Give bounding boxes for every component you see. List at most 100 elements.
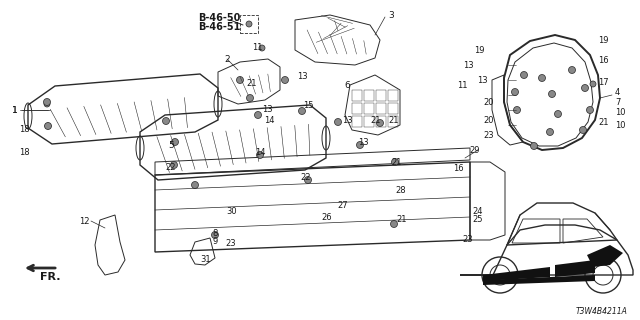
Text: 21: 21 [246, 78, 257, 87]
Text: 29: 29 [470, 146, 480, 155]
Circle shape [392, 158, 399, 165]
Text: 18: 18 [19, 148, 30, 156]
Circle shape [586, 107, 593, 114]
Circle shape [246, 94, 253, 101]
Text: 22: 22 [300, 172, 310, 181]
Circle shape [257, 151, 264, 158]
Bar [388, 116, 398, 127]
Bar [352, 103, 362, 114]
Circle shape [163, 117, 170, 124]
Text: 26: 26 [321, 213, 332, 222]
Text: 20: 20 [483, 116, 494, 124]
Bar [352, 116, 362, 127]
Polygon shape [483, 267, 550, 281]
Circle shape [211, 231, 218, 238]
Circle shape [547, 129, 554, 135]
Text: 6: 6 [344, 81, 350, 90]
Text: 7: 7 [615, 98, 620, 107]
Circle shape [568, 67, 575, 74]
Text: 1: 1 [12, 106, 18, 115]
Text: 21: 21 [388, 116, 399, 124]
Text: 5: 5 [168, 140, 173, 149]
Polygon shape [587, 245, 623, 267]
Bar [388, 90, 398, 101]
Circle shape [356, 141, 364, 148]
Circle shape [305, 177, 312, 183]
Circle shape [246, 21, 252, 27]
Text: 31: 31 [200, 255, 211, 265]
Text: 13: 13 [477, 76, 488, 84]
Circle shape [237, 76, 243, 84]
Text: 2: 2 [224, 54, 230, 63]
Text: 25: 25 [472, 215, 483, 225]
Text: 23: 23 [483, 131, 494, 140]
Polygon shape [483, 275, 595, 285]
Text: 18: 18 [19, 124, 30, 133]
Text: 4: 4 [615, 87, 620, 97]
Text: 9: 9 [212, 237, 217, 246]
Circle shape [45, 123, 51, 129]
Circle shape [172, 139, 179, 146]
Text: 3: 3 [388, 11, 394, 20]
Bar [364, 116, 374, 127]
Text: 24: 24 [472, 207, 483, 217]
Text: 19: 19 [474, 45, 484, 54]
Circle shape [44, 101, 50, 107]
Circle shape [45, 123, 51, 130]
Circle shape [191, 181, 198, 188]
Text: 13: 13 [262, 105, 273, 114]
Text: 16: 16 [453, 164, 464, 172]
Circle shape [582, 84, 589, 92]
Circle shape [513, 107, 520, 114]
Circle shape [298, 108, 305, 115]
Circle shape [282, 76, 289, 84]
Text: 10: 10 [615, 108, 625, 116]
Bar [240, 15, 258, 33]
Text: 21: 21 [370, 116, 381, 124]
Text: 16: 16 [598, 55, 609, 65]
Text: 17: 17 [598, 77, 609, 86]
Circle shape [520, 71, 527, 78]
Circle shape [376, 119, 383, 126]
Text: 8: 8 [212, 229, 218, 238]
Circle shape [170, 162, 177, 169]
Circle shape [548, 91, 556, 98]
Text: 15: 15 [303, 100, 314, 109]
Circle shape [531, 142, 538, 149]
Text: 21: 21 [396, 215, 406, 225]
Text: 1: 1 [12, 106, 18, 115]
Text: 23: 23 [462, 236, 472, 244]
Bar [364, 103, 374, 114]
Polygon shape [555, 260, 595, 277]
Text: 14: 14 [264, 116, 275, 124]
Circle shape [538, 75, 545, 82]
Bar [364, 90, 374, 101]
Text: B-46-50: B-46-50 [198, 13, 241, 23]
Text: 13: 13 [463, 60, 474, 69]
Text: 21: 21 [391, 157, 401, 166]
Text: 13: 13 [297, 71, 308, 81]
Text: 23: 23 [225, 239, 236, 249]
Bar [376, 103, 386, 114]
Circle shape [335, 118, 342, 125]
Circle shape [579, 126, 586, 133]
Text: FR.: FR. [40, 272, 61, 282]
Text: 22: 22 [165, 163, 175, 172]
Text: T3W4B4211A: T3W4B4211A [576, 308, 628, 316]
Circle shape [590, 81, 596, 87]
Bar [388, 103, 398, 114]
Text: 28: 28 [396, 186, 406, 195]
Text: 27: 27 [337, 201, 348, 210]
Text: 13: 13 [358, 138, 369, 147]
Circle shape [511, 89, 518, 95]
Circle shape [255, 111, 262, 118]
Circle shape [44, 99, 51, 106]
Text: B-46-51: B-46-51 [198, 22, 241, 32]
Circle shape [554, 110, 561, 117]
Text: 10: 10 [615, 121, 625, 130]
Text: 20: 20 [483, 98, 494, 107]
Text: 12: 12 [79, 217, 90, 226]
Bar [376, 116, 386, 127]
Text: 11: 11 [458, 81, 468, 90]
Text: 13: 13 [342, 116, 353, 124]
